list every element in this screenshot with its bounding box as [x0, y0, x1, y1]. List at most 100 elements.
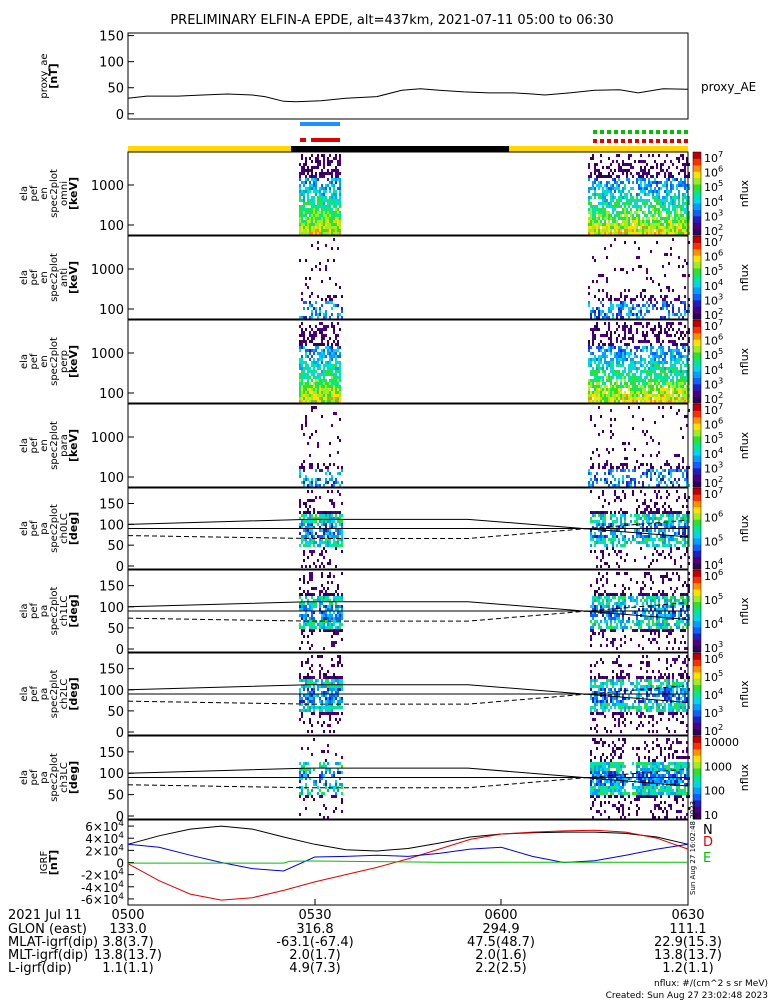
heatmap-cell — [608, 626, 610, 629]
heatmap-cell — [329, 454, 331, 457]
heatmap-cell — [614, 229, 616, 232]
heatmap-cell — [329, 361, 331, 364]
heatmap-cell — [674, 364, 676, 367]
heatmap-cell — [614, 520, 616, 523]
heatmap-cell — [646, 175, 648, 178]
heatmap-cell — [640, 223, 642, 226]
heatmap-cell — [307, 337, 309, 340]
heatmap-cell — [594, 334, 596, 337]
heatmap-cell — [658, 229, 660, 232]
heatmap-cell — [600, 346, 602, 349]
heatmap-cell — [652, 620, 654, 623]
colorbar-segment — [693, 449, 701, 456]
heatmap-cell — [317, 382, 319, 385]
heatmap-cell — [616, 376, 618, 379]
heatmap-cell — [628, 370, 630, 373]
heatmap-cell — [315, 385, 317, 388]
heatmap-cell — [600, 154, 602, 157]
heatmap-cell — [590, 358, 592, 361]
heatmap-cell — [614, 391, 616, 394]
heatmap-cell — [329, 614, 331, 617]
heatmap-cell — [630, 217, 632, 220]
heatmap-cell — [337, 163, 339, 166]
heatmap-cell — [656, 641, 658, 644]
heatmap-cell — [610, 214, 612, 217]
heatmap-cell — [337, 584, 339, 587]
heatmap-cell — [620, 394, 622, 397]
heatmap-cell — [331, 181, 333, 184]
heatmap-cell — [335, 193, 337, 196]
heatmap-cell — [636, 629, 638, 632]
heatmap-cell — [650, 511, 652, 514]
heatmap-cell — [612, 358, 614, 361]
heatmap-cell — [662, 535, 664, 538]
heatmap-cell — [658, 211, 660, 214]
heatmap-cell — [337, 626, 339, 629]
heatmap-cell — [674, 370, 676, 373]
heatmap-cell — [682, 337, 684, 340]
heatmap-cell — [608, 391, 610, 394]
colorbar-segment — [693, 550, 701, 557]
heatmap-cell — [678, 160, 680, 163]
heatmap-cell — [632, 535, 634, 538]
heatmap-cell — [626, 304, 628, 307]
heatmap-cell — [594, 337, 596, 340]
heatmap-cell — [590, 373, 592, 376]
heatmap-cell — [620, 214, 622, 217]
heatmap-cell — [624, 193, 626, 196]
heatmap-cell — [321, 328, 323, 331]
heatmap-cell — [684, 346, 686, 349]
heatmap-cell — [636, 346, 638, 349]
heatmap-cell — [313, 352, 315, 355]
heatmap-cell — [323, 211, 325, 214]
heatmap-cell — [311, 208, 313, 211]
heatmap-cell — [317, 205, 319, 208]
heatmap-cell — [626, 163, 628, 166]
heatmap-cell — [600, 514, 602, 517]
heatmap-cell — [658, 523, 660, 526]
heatmap-cell — [672, 163, 674, 166]
heatmap-cell — [624, 304, 626, 307]
heatmap-cell — [614, 514, 616, 517]
heatmap-cell — [303, 169, 305, 172]
heatmap-cell — [319, 593, 321, 596]
heatmap-cell — [339, 523, 341, 526]
heatmap-cell — [682, 229, 684, 232]
heatmap-cell — [664, 361, 666, 364]
heatmap-cell — [674, 382, 676, 385]
colorbar-segment — [693, 525, 701, 532]
heatmap-cell — [301, 292, 303, 295]
heatmap-cell — [648, 229, 650, 232]
heatmap-cell — [301, 346, 303, 349]
heatmap-cell — [616, 572, 618, 575]
heatmap-cell — [650, 181, 652, 184]
heatmap-cell — [321, 343, 323, 346]
heatmap-cell — [594, 599, 596, 602]
heatmap-cell — [594, 208, 596, 211]
heatmap-cell — [315, 166, 317, 169]
heatmap-cell — [684, 274, 686, 277]
heatmap-cell — [628, 289, 630, 292]
heatmap-cell — [644, 617, 646, 620]
heatmap-cell — [658, 635, 660, 638]
colorbar-segment — [693, 602, 701, 609]
heatmap-cell — [616, 205, 618, 208]
heatmap-cell — [301, 199, 303, 202]
heatmap-cell — [592, 629, 594, 632]
heatmap-cell — [682, 599, 684, 602]
heatmap-cell — [626, 208, 628, 211]
heatmap-cell — [590, 157, 592, 160]
heatmap-cell — [662, 385, 664, 388]
heatmap-cell — [329, 478, 331, 481]
heatmap-cell — [656, 629, 658, 632]
heatmap-cell — [596, 223, 598, 226]
heatmap-cell — [684, 593, 686, 596]
heatmap-cell — [654, 623, 656, 626]
heatmap-cell — [309, 499, 311, 502]
heatmap-cell — [672, 307, 674, 310]
heatmap-cell — [678, 388, 680, 391]
heatmap-cell — [301, 605, 303, 608]
heatmap-cell — [624, 331, 626, 334]
heatmap-cell — [299, 382, 301, 385]
heatmap-cell — [668, 202, 670, 205]
